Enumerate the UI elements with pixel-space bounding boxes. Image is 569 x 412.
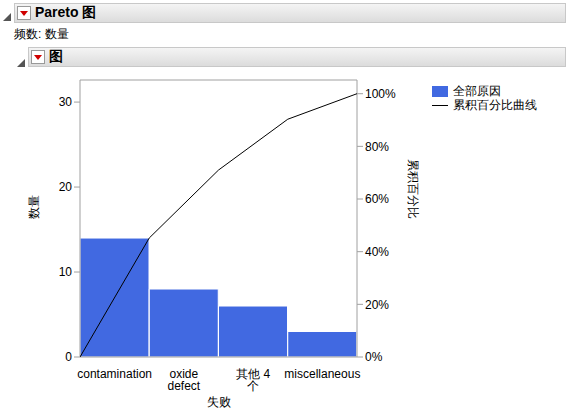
html-text:Pareto 图: Pareto 图 (35, 4, 97, 20)
svg-text:60%: 60% (365, 192, 389, 206)
svg-text:100%: 100% (365, 87, 396, 101)
svg-text:40%: 40% (365, 245, 389, 259)
html-text:图: 图 (49, 48, 63, 64)
svg-text:30: 30 (59, 95, 73, 109)
svg-text:miscellaneous: miscellaneous (284, 367, 360, 381)
svg-text:oxidedefect: oxidedefect (168, 367, 201, 393)
svg-text:失败: 失败 (207, 395, 231, 409)
svg-text:20%: 20% (365, 298, 389, 312)
svg-text:80%: 80% (365, 140, 389, 154)
svg-text:0%: 0% (365, 350, 383, 364)
html-text:全部原因: 全部原因 (453, 84, 501, 98)
svg-text:10: 10 (59, 265, 73, 279)
html-text:频数: 数量: 频数: 数量 (14, 27, 69, 41)
svg-text:其他 4个: 其他 4个 (236, 367, 270, 393)
svg-text:累积百分比: 累积百分比 (406, 159, 420, 219)
html-text:累积百分比曲线: 累积百分比曲线 (453, 98, 537, 112)
svg-text:数量: 数量 (27, 195, 41, 219)
svg-text:0: 0 (65, 350, 72, 364)
svg-text:contamination: contamination (77, 367, 152, 381)
svg-text:20: 20 (59, 180, 73, 194)
